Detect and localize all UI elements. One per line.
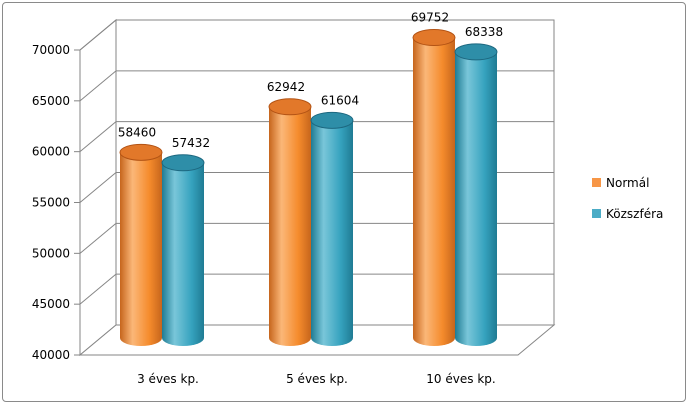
gridline-side — [79, 121, 117, 153]
gridline-side — [79, 70, 117, 102]
bar-top-2-1 — [454, 43, 498, 61]
x-category-label: 5 éves kp. — [286, 372, 348, 386]
y-tick-label: 50000 — [32, 246, 70, 260]
data-label: 58460 — [118, 125, 156, 139]
data-label: 61604 — [321, 93, 359, 107]
bar-top-0-0 — [119, 143, 163, 161]
bar-normál-1 — [269, 106, 311, 346]
gridline-side — [79, 19, 117, 51]
bar-top-1-1 — [310, 111, 354, 129]
y-tick-label: 65000 — [32, 94, 70, 108]
gridline-side — [79, 172, 117, 203]
y-tick-label: 55000 — [32, 196, 70, 210]
gridline-side — [79, 273, 117, 305]
y-tick-label: 40000 — [32, 348, 70, 362]
bar-top-0-1 — [161, 154, 205, 172]
bar-top-1-0 — [268, 98, 312, 116]
data-label: 68338 — [465, 25, 503, 39]
legend-swatch-0 — [592, 178, 601, 187]
y-tick-label: 45000 — [32, 297, 70, 311]
bar-top-2-0 — [412, 29, 456, 47]
bar-közszféra-0 — [162, 162, 204, 346]
y-tick-label: 60000 — [32, 145, 70, 159]
legend-swatch-1 — [592, 209, 601, 218]
bar-közszféra-2 — [455, 51, 497, 346]
bar-közszféra-1 — [311, 120, 353, 346]
x-axis-categories: 3 éves kp. 5 éves kp. 10 éves kp. — [137, 372, 496, 386]
y-tick-label: 70000 — [32, 43, 70, 57]
legend: Normál Közszféra — [592, 176, 663, 221]
data-label: 69752 — [411, 11, 449, 25]
x-category-label: 3 éves kp. — [137, 372, 199, 386]
legend-label-1: Közszféra — [606, 207, 663, 221]
x-category-label: 10 éves kp. — [426, 372, 495, 386]
legend-label-0: Normál — [606, 176, 649, 190]
data-label: 57432 — [172, 136, 210, 150]
y-axis-ticks: 40000 45000 50000 55000 60000 65000 70000 — [32, 43, 81, 362]
bar-normál-0 — [120, 152, 162, 346]
gridline-side — [79, 222, 117, 254]
bars — [119, 29, 498, 346]
bar-normál-2 — [413, 37, 455, 346]
data-labels: 58460 57432 62942 61604 69752 68338 — [118, 11, 503, 150]
data-label: 62942 — [267, 80, 305, 94]
